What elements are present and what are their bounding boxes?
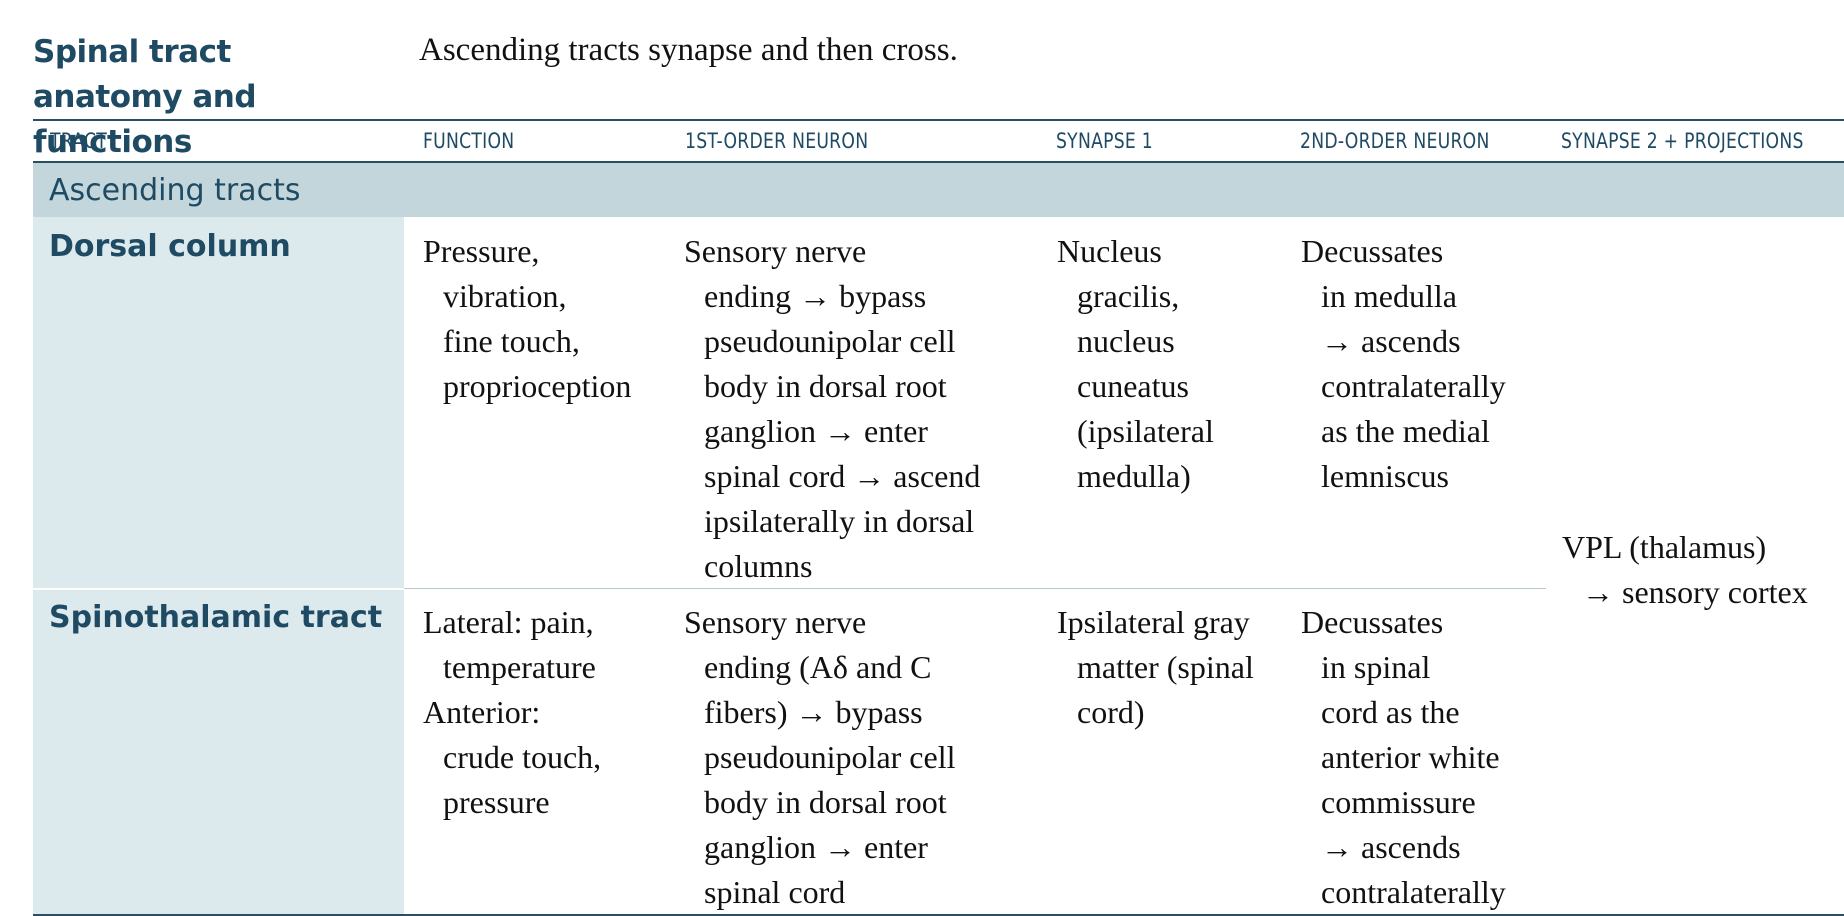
cell-line: spinal cord (704, 874, 846, 910)
function-cell: Pressure, vibration, fine touch, propriocep… (423, 229, 631, 409)
column-header-synapse2: SYNAPSE 2 + PROJECTIONS (1561, 129, 1804, 153)
section-title: Ascending tracts (49, 173, 301, 208)
cell-line: Decussates (1301, 233, 1444, 269)
cell-line: contralaterally (1321, 368, 1506, 404)
cell-line: Decussates (1301, 604, 1444, 640)
cell-line: ganglion → enter (704, 413, 928, 449)
synapse2-cell: VPL (thalamus) → sensory cortex (1562, 525, 1808, 615)
tract-name: Dorsal column (49, 229, 291, 264)
cell-line: → ascends (1321, 323, 1461, 359)
cell-line: lemniscus (1321, 458, 1449, 494)
cell-line: ganglion → enter (704, 829, 928, 865)
cell-line: proprioception (443, 368, 632, 404)
column-header-first-order: 1ST-ORDER NEURON (685, 129, 869, 153)
row-divider (33, 588, 404, 590)
function-cell: Lateral: pain, temperature Anterior: crude … (423, 600, 601, 825)
cell-line: vibration, (443, 278, 567, 314)
cell-line: VPL (thalamus) (1562, 529, 1767, 565)
cell-line: (ipsilateral (1077, 413, 1214, 449)
table-header-rule (33, 161, 1844, 163)
cell-line: anterior white (1321, 739, 1500, 775)
table-header: TRACT FUNCTION 1ST-ORDER NEURON SYNAPSE … (33, 121, 1844, 163)
second-order-cell: Decussates in spinal cord as the anterior w… (1301, 600, 1506, 915)
cell-line: columns (704, 548, 813, 584)
cell-line: Ipsilateral gray (1057, 604, 1250, 640)
cell-line: nucleus (1077, 323, 1175, 359)
cell-line: cord as the (1321, 694, 1460, 730)
cell-line: body in dorsal root (704, 784, 947, 820)
page-title: Spinal tract anatomy and functions (33, 34, 257, 160)
cell-line: → ascends (1321, 829, 1461, 865)
column-header-synapse1: SYNAPSE 1 (1056, 129, 1153, 153)
cell-line: Lateral: pain, (423, 604, 594, 640)
cell-line: crude touch, (443, 739, 602, 775)
cell-line: as the medial (1321, 413, 1490, 449)
cell-line: pseudounipolar cell (704, 739, 956, 775)
column-header-tract: TRACT (50, 129, 108, 153)
tract-name: Spinothalamic tract (49, 600, 383, 635)
cell-line: temperature (443, 649, 596, 685)
synapse1-cell: Ipsilateral gray matter (spinal cord) (1057, 600, 1254, 735)
cell-line: cord) (1077, 694, 1145, 730)
cell-line: Sensory nerve (684, 233, 867, 269)
cell-line: fine touch, (443, 323, 580, 359)
synapse1-cell: Nucleus gracilis, nucleus cuneatus (ipsilate… (1057, 229, 1214, 499)
second-order-cell: Decussates in medulla → ascends contralater… (1301, 229, 1506, 499)
table-bottom-rule (33, 914, 1844, 916)
cell-line: ending (Aδ and C (704, 649, 932, 685)
row-divider (404, 588, 1546, 589)
first-order-cell: Sensory nerve ending → bypass pseudounipol… (684, 229, 980, 589)
cell-line: Pressure, (423, 233, 540, 269)
table-top-rule (33, 119, 1844, 121)
cell-line: body in dorsal root (704, 368, 947, 404)
cell-line: pressure (443, 784, 550, 820)
cell-line: Anterior: (423, 694, 541, 730)
cell-line: medulla) (1077, 458, 1191, 494)
cell-line: matter (spinal (1077, 649, 1254, 685)
cell-line: ipsilaterally in dorsal (704, 503, 975, 539)
cell-line: in spinal (1321, 649, 1431, 685)
first-order-cell: Sensory nerve ending (Aδ and C fibers) → b… (684, 600, 955, 915)
cell-line: spinal cord → ascend (704, 458, 981, 494)
column-header-function: FUNCTION (423, 129, 515, 153)
cell-line: fibers) → bypass (704, 694, 923, 730)
cell-line: commissure (1321, 784, 1476, 820)
cell-line: Sensory nerve (684, 604, 867, 640)
cell-line: pseudounipolar cell (704, 323, 956, 359)
cell-line: contralaterally (1321, 874, 1506, 910)
cell-line: Nucleus (1057, 233, 1162, 269)
cell-line: → sensory cortex (1582, 574, 1808, 610)
tract-label-column (33, 217, 404, 915)
cell-line: in medulla (1321, 278, 1457, 314)
cell-line: ending → bypass (704, 278, 927, 314)
column-header-second-order: 2ND-ORDER NEURON (1300, 129, 1490, 153)
cell-line: cuneatus (1077, 368, 1189, 404)
section-band: Ascending tracts (33, 163, 1844, 217)
cell-line: gracilis, (1077, 278, 1180, 314)
page-subtitle: Ascending tracts synapse and then cross. (419, 32, 958, 68)
